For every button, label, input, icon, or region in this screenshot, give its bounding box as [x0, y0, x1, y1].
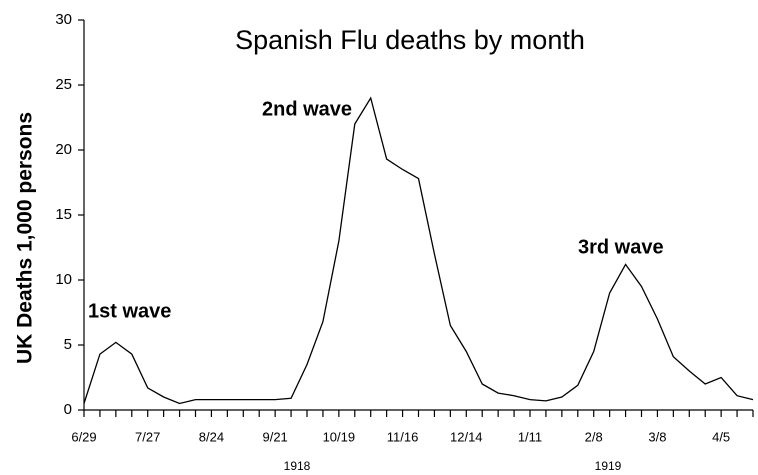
- y-tick-label: 25: [55, 76, 72, 93]
- x-tick-label: 4/5: [712, 429, 730, 444]
- x-tick-label: 6/29: [71, 429, 96, 444]
- annotation: 1st wave: [88, 300, 171, 322]
- annotation: 3rd wave: [578, 236, 664, 258]
- y-tick-label: 20: [55, 141, 72, 158]
- year-label: 1919: [595, 459, 622, 473]
- x-tick-label: 8/24: [199, 429, 224, 444]
- y-axis-label: UK Deaths 1,000 persons: [14, 112, 37, 364]
- annotation: 2nd wave: [262, 98, 352, 120]
- y-tick-label: 15: [55, 206, 72, 223]
- x-tick-label: 9/21: [262, 429, 287, 444]
- x-tick-label: 2/8: [585, 429, 603, 444]
- year-label: 1918: [284, 459, 311, 473]
- x-tick-label: 1/11: [518, 429, 542, 444]
- y-tick-label: 30: [55, 11, 72, 28]
- x-tick-label: 11/16: [387, 429, 419, 444]
- x-tick-label: 7/27: [135, 429, 160, 444]
- chart-title: Spanish Flu deaths by month: [235, 25, 585, 55]
- y-tick-label: 10: [55, 271, 72, 288]
- y-tick-label: 0: [64, 401, 72, 418]
- line: [83, 96, 754, 405]
- x-tick-label: 10/19: [323, 429, 356, 444]
- x-tick-label: 12/14: [450, 429, 483, 444]
- x-tick-label: 3/8: [648, 429, 666, 444]
- y-tick-label: 5: [64, 336, 72, 353]
